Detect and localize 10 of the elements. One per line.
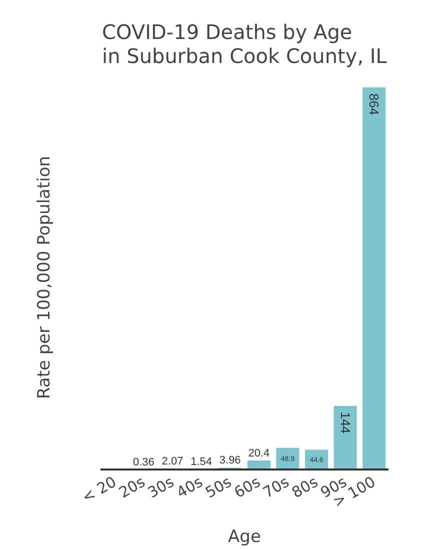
data-label: 20.4 [248,447,270,460]
x-axis-title: Age [228,526,261,547]
y-axis-title: Rate per 100,000 Population [34,156,54,400]
data-label: 1.54 [190,456,212,468]
data-label: 2.07 [162,456,184,468]
data-label: 3.96 [219,454,241,467]
data-label: 144 [338,412,353,434]
data-label: 864 [366,93,382,116]
chart-title: COVID-19 Deaths by Age in Suburban Cook County, IL [102,20,388,68]
data-label: 0.36 [132,456,154,468]
